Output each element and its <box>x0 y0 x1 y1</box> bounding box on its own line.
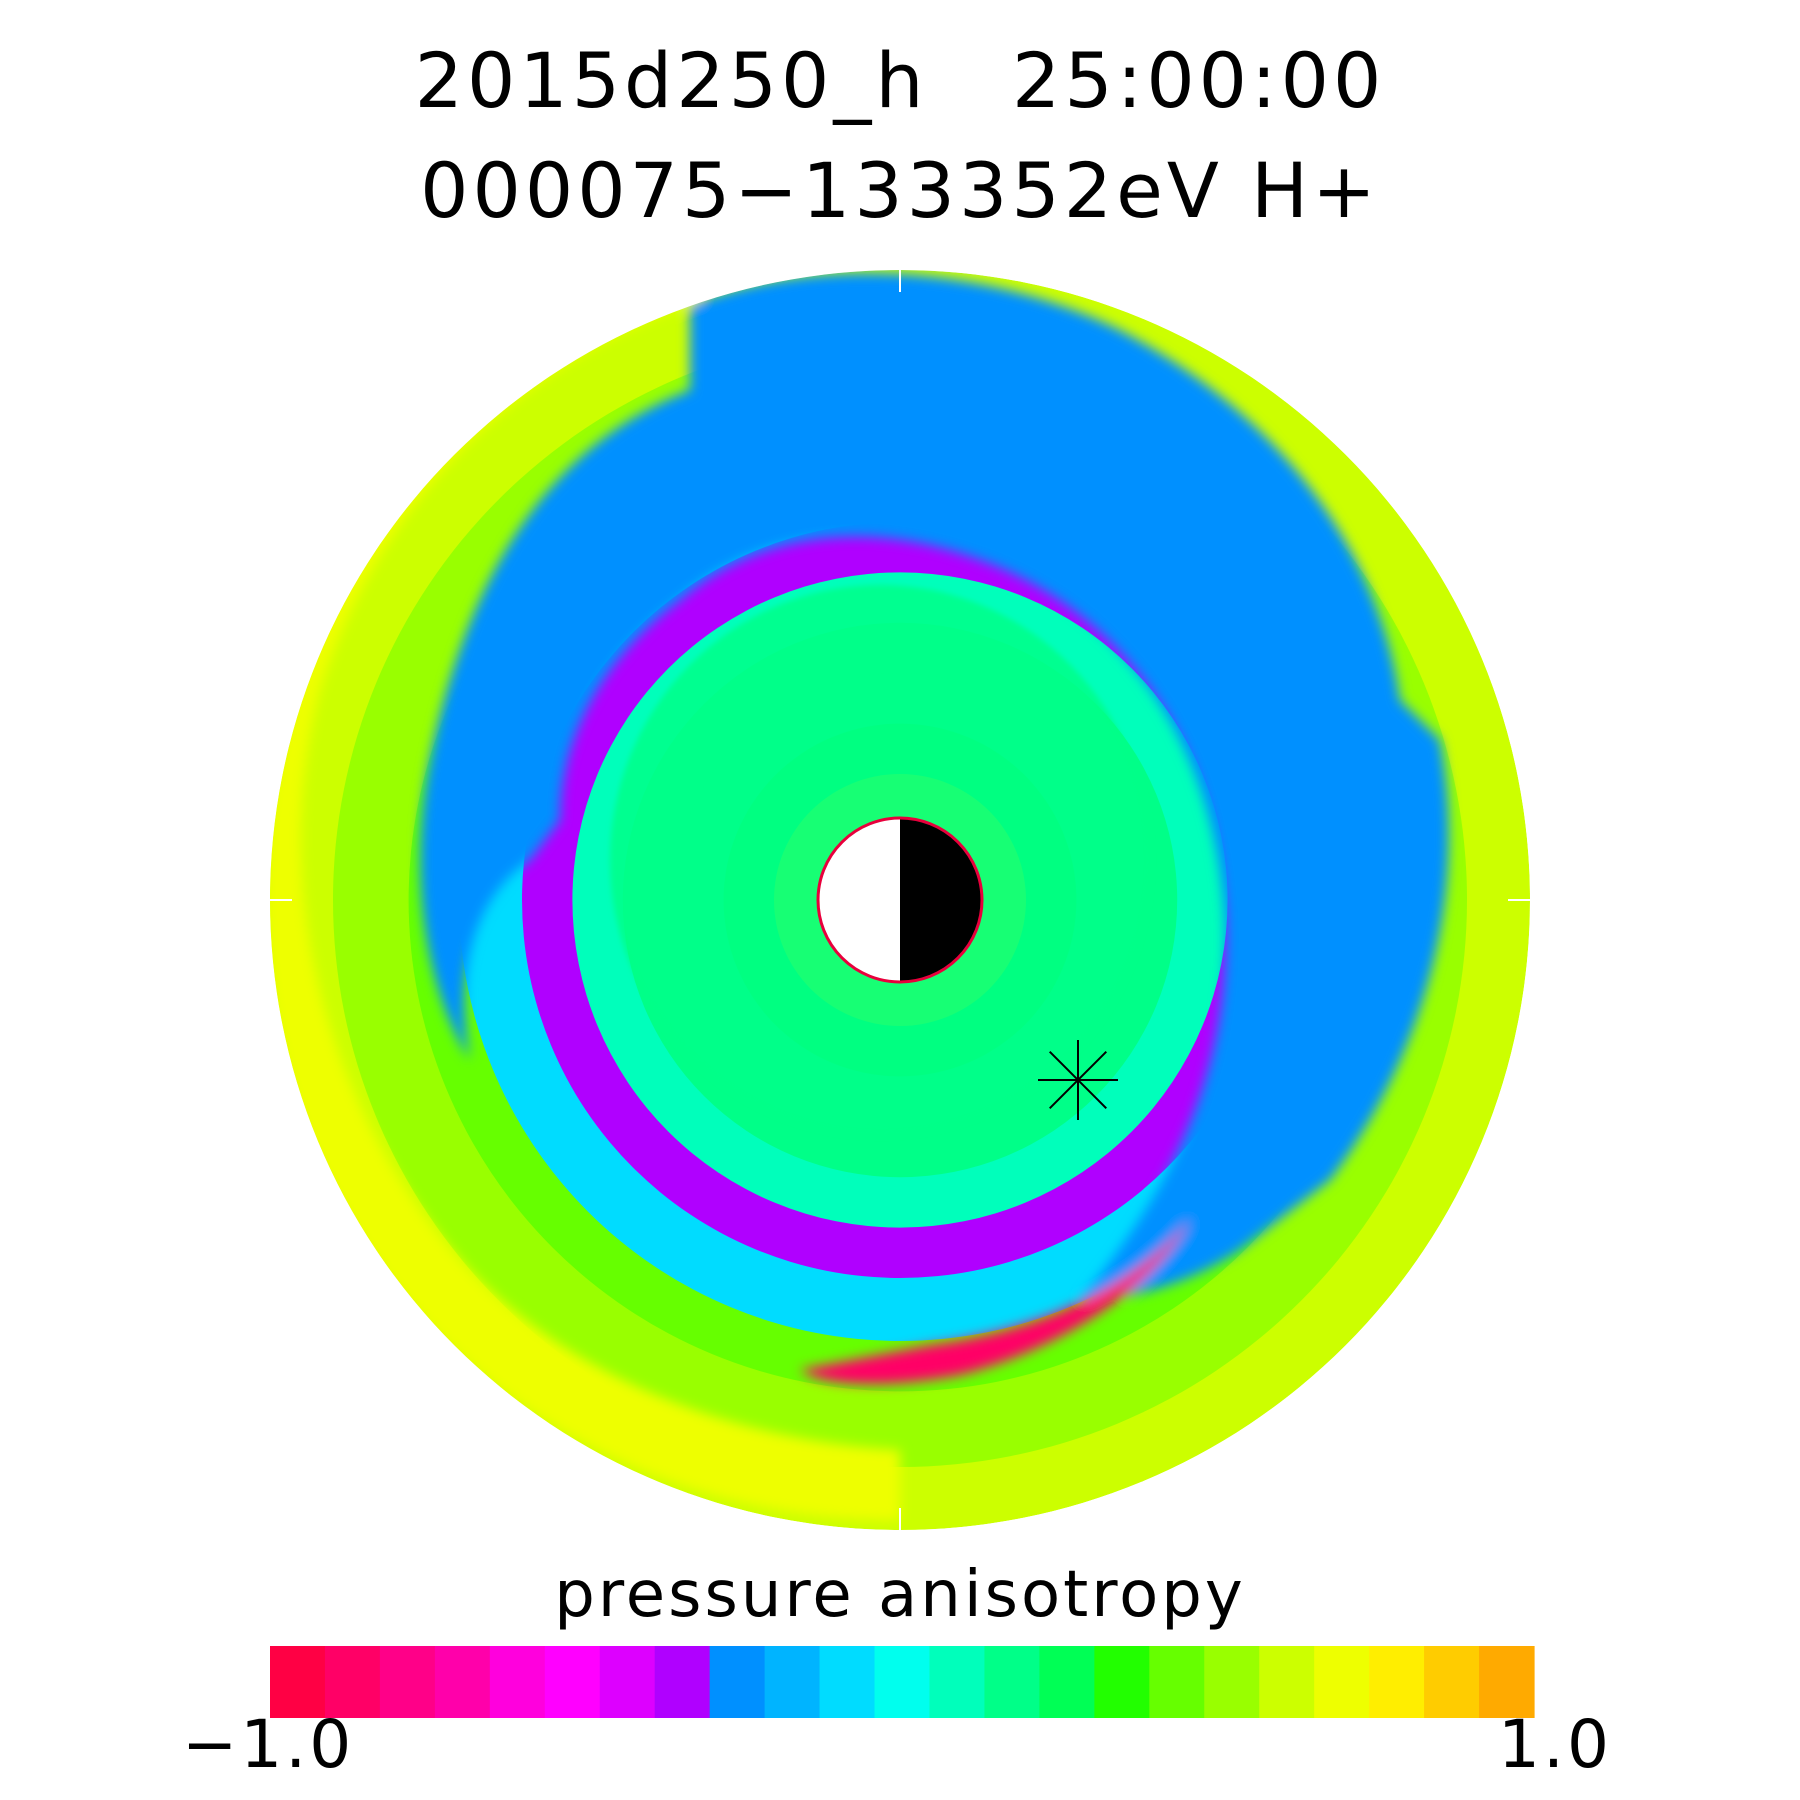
colorbar-swatch-18 <box>1259 1646 1315 1718</box>
colorbar-swatch-0 <box>270 1646 326 1718</box>
earth-outline <box>816 816 984 984</box>
satellite-marker <box>1038 1040 1118 1120</box>
colorbar-swatch-2 <box>379 1646 436 1718</box>
colorbar-swatch-22 <box>1479 1646 1535 1718</box>
colorbar-swatch-17 <box>1204 1646 1260 1718</box>
colorbar-swatch-11 <box>874 1646 931 1718</box>
colorbar-swatch-8 <box>709 1646 766 1718</box>
colorbar-swatch-19 <box>1314 1646 1370 1718</box>
chart-title: 2015d250_h 25:00:00 <box>414 36 1386 125</box>
colorbar-max-label: 1.0 <box>1498 1706 1612 1783</box>
colorbar-min-label: −1.0 <box>182 1706 355 1783</box>
earth-symbol <box>816 816 984 984</box>
feature-layer <box>270 272 1449 1520</box>
colorbar-swatch-16 <box>1149 1646 1205 1718</box>
colorbar-swatch-13 <box>984 1646 1040 1718</box>
colorbar-swatch-12 <box>929 1646 986 1718</box>
colorbar-swatch-5 <box>544 1646 601 1718</box>
marker-stroke-3 <box>1049 1051 1107 1109</box>
earth-dayside <box>818 818 900 982</box>
colorbar-label: pressure anisotropy <box>554 1558 1246 1632</box>
earth-nightside <box>900 818 982 982</box>
colorbar-swatch-21 <box>1424 1646 1480 1718</box>
colorbar-swatch-4 <box>489 1646 546 1718</box>
axis-ticks <box>270 270 1530 1530</box>
colorbar-swatch-14 <box>1039 1646 1095 1718</box>
colorbar-swatch-20 <box>1369 1646 1425 1718</box>
colorbar-swatch-9 <box>764 1646 821 1718</box>
colorbar-swatch-1 <box>324 1646 381 1718</box>
colorbar-swatch-10 <box>819 1646 876 1718</box>
red-band <box>800 1220 1190 1385</box>
chart-subtitle: 000075−133352eV H+ <box>420 146 1380 235</box>
colorbar <box>270 1646 1535 1718</box>
colorbar-swatch-15 <box>1094 1646 1150 1718</box>
colorbar-swatch-3 <box>434 1646 491 1718</box>
colorbar-swatch-7 <box>654 1646 711 1718</box>
colorbar-swatch-6 <box>599 1646 656 1718</box>
magenta-sector <box>420 272 1449 1300</box>
